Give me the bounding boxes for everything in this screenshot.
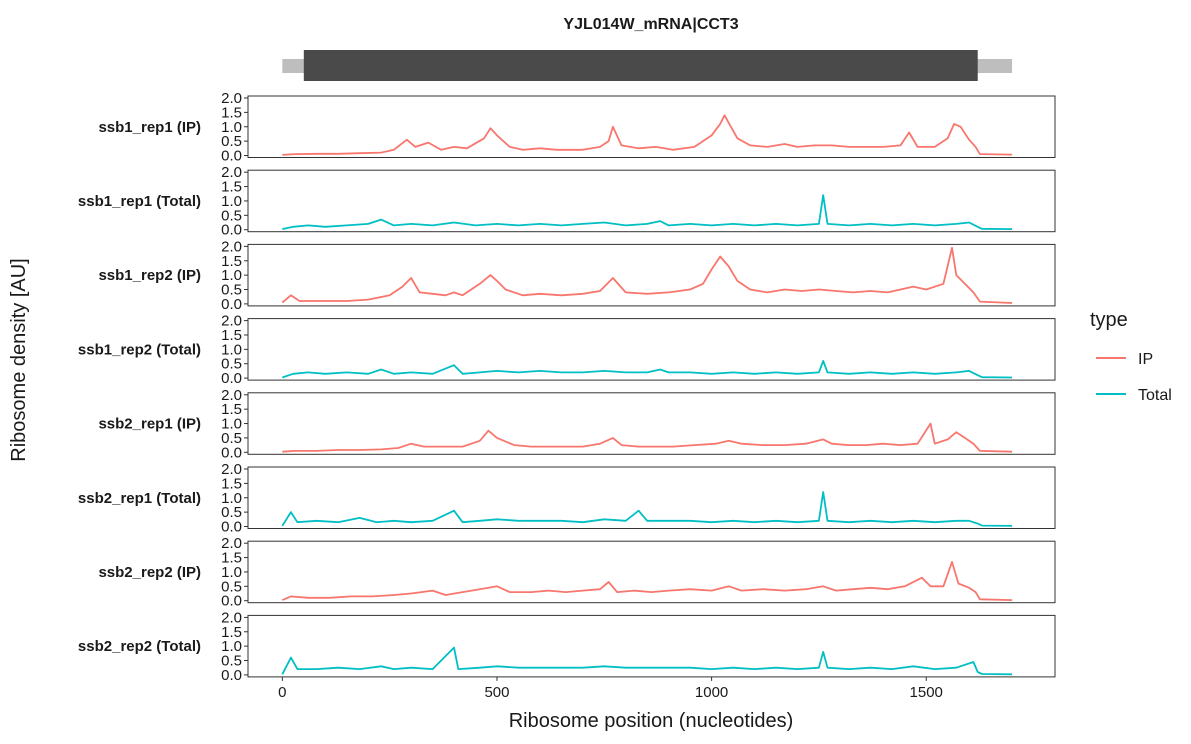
y-tick-label: 0.0 xyxy=(221,222,242,239)
y-tick-label: 1.5 xyxy=(221,179,242,196)
y-tick-label: 1.0 xyxy=(221,267,242,284)
y-tick-label: 0.0 xyxy=(221,667,242,684)
series-line xyxy=(282,360,1013,379)
panel-border xyxy=(247,466,1056,529)
x-tick-label: 500 xyxy=(484,684,509,701)
x-tick-label: 1000 xyxy=(695,684,728,701)
chart-title: YJL014W_mRNA|CCT3 xyxy=(563,16,738,33)
y-tick-label: 1.0 xyxy=(221,416,242,433)
facet-panel: 0.00.51.01.52.0 ssb1_rep1 (Total) xyxy=(78,164,1056,239)
y-tick-label: 2.0 xyxy=(221,535,242,552)
facet-panel: 0.00.51.01.52.0 ssb1_rep2 (IP) xyxy=(98,238,1056,313)
series-line xyxy=(282,194,1013,230)
y-tick-label: 0.5 xyxy=(221,282,242,299)
series-line xyxy=(282,422,1013,453)
y-tick-label: 0.5 xyxy=(221,133,242,150)
cds-bar xyxy=(303,50,978,81)
y-tick-label: 0.5 xyxy=(221,356,242,373)
facet-panel: 0.00.51.01.52.0 ssb1_rep2 (Total) xyxy=(78,313,1056,387)
x-tick-label: 1500 xyxy=(910,684,943,701)
y-tick-label: 1.5 xyxy=(221,624,242,641)
y-tick-label: 0.5 xyxy=(221,578,242,595)
y-tick-label: 1.0 xyxy=(221,119,242,136)
y-tick-label: 2.0 xyxy=(221,90,242,107)
y-tick-label: 1.5 xyxy=(221,104,242,121)
y-tick-label: 0.0 xyxy=(221,148,242,165)
y-tick-label: 1.0 xyxy=(221,638,242,655)
y-tick-label: 0.5 xyxy=(221,653,242,670)
y-tick-label: 0.0 xyxy=(221,370,242,387)
facet-label: ssb2_rep1 (IP) xyxy=(98,416,201,433)
facet-label: ssb1_rep1 (IP) xyxy=(98,119,201,136)
facet-label: ssb2_rep2 (IP) xyxy=(98,564,201,581)
y-tick-label: 1.5 xyxy=(221,327,242,344)
facet-label: ssb2_rep1 (Total) xyxy=(78,490,201,507)
facet-panel: 0.00.51.01.52.0 ssb2_rep2 (IP) xyxy=(98,535,1056,610)
legend-title: type xyxy=(1090,309,1128,331)
y-tick-label: 2.0 xyxy=(221,238,242,255)
facet-label: ssb1_rep2 (IP) xyxy=(98,267,201,284)
y-tick-label: 2.0 xyxy=(221,313,242,330)
series-line xyxy=(282,114,1013,156)
facet-panel: 0.00.51.01.52.0 ssb2_rep1 (IP) xyxy=(98,387,1056,461)
legend: type IP Total xyxy=(1090,309,1172,404)
y-tick-label: 0.0 xyxy=(221,444,242,461)
y-tick-label: 0.5 xyxy=(221,207,242,224)
y-tick-label: 1.0 xyxy=(221,564,242,581)
series-line xyxy=(281,561,1013,601)
panel-border xyxy=(247,95,1056,158)
y-tick-label: 0.0 xyxy=(221,296,242,313)
facet-panel: 0.00.51.01.52.0 ssb2_rep2 (Total) xyxy=(78,609,1056,684)
facet-label: ssb1_rep1 (Total) xyxy=(78,193,201,210)
y-tick-label: 1.5 xyxy=(221,550,242,567)
series-line xyxy=(281,646,1013,676)
y-tick-label: 2.0 xyxy=(221,387,242,404)
y-tick-label: 0.0 xyxy=(221,593,242,610)
facet-label: ssb2_rep2 (Total) xyxy=(78,638,201,655)
y-tick-label: 1.0 xyxy=(221,341,242,358)
facet-panel: 0.00.51.01.52.0 ssb1_rep1 (IP) xyxy=(98,90,1056,165)
y-tick-label: 2.0 xyxy=(221,609,242,626)
y-tick-label: 1.0 xyxy=(221,193,242,210)
series-line xyxy=(281,246,1013,304)
facet-label: ssb1_rep2 (Total) xyxy=(78,341,201,358)
x-tick-label: 0 xyxy=(278,684,286,701)
y-tick-label: 1.0 xyxy=(221,490,242,507)
facet-panel: 0.00.51.01.52.0 ssb2_rep1 (Total) xyxy=(78,461,1056,536)
panel-border xyxy=(247,540,1056,604)
gene-model xyxy=(282,50,1013,81)
y-tick-label: 2.0 xyxy=(221,461,242,478)
panel-border xyxy=(247,243,1056,307)
y-tick-label: 0.0 xyxy=(221,519,242,536)
y-tick-label: 1.5 xyxy=(221,253,242,270)
legend-label: IP xyxy=(1138,351,1153,368)
y-tick-label: 2.0 xyxy=(221,164,242,181)
x-axis: 0 500 1000 1500 xyxy=(278,676,943,701)
y-tick-label: 0.5 xyxy=(221,430,242,447)
y-axis-title: Ribosome density [AU] xyxy=(8,258,30,461)
x-axis-title: Ribosome position (nucleotides) xyxy=(509,710,794,732)
y-tick-label: 1.5 xyxy=(221,475,242,492)
series-line xyxy=(281,491,1013,527)
legend-label: Total xyxy=(1138,387,1172,404)
y-tick-label: 1.5 xyxy=(221,401,242,418)
panel-border xyxy=(247,392,1056,455)
y-tick-label: 0.5 xyxy=(221,504,242,521)
